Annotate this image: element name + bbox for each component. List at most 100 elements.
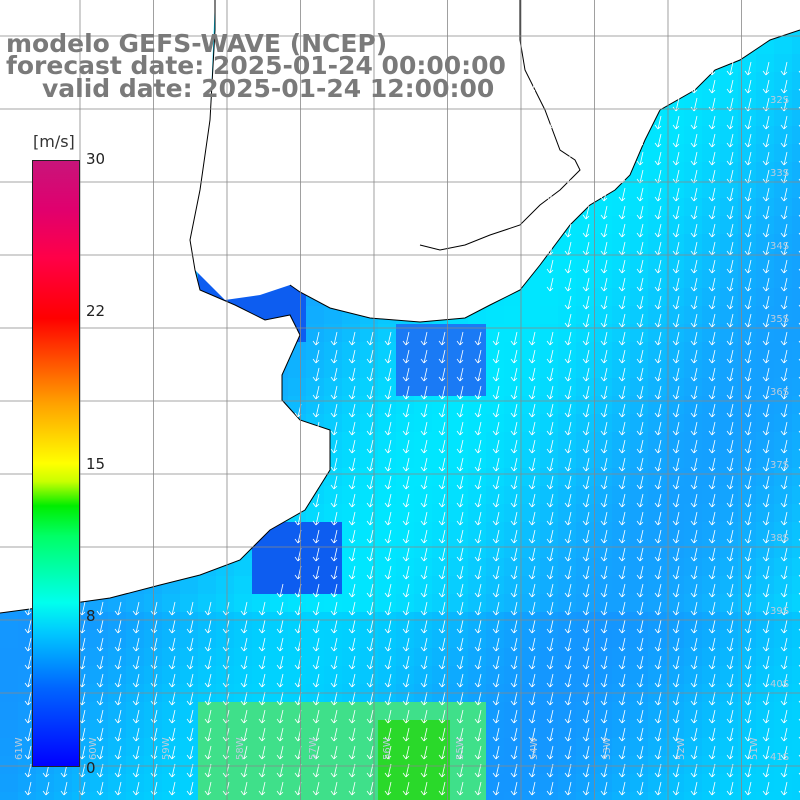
- wind-cell: [198, 666, 216, 684]
- wind-arrow: [384, 439, 392, 454]
- wind-cell: [414, 504, 432, 522]
- wind-cell: [162, 702, 180, 720]
- wind-cell: [522, 576, 540, 594]
- wind-arrow: [762, 151, 770, 166]
- wind-arrow: [474, 385, 482, 400]
- wind-cell: [486, 738, 504, 756]
- wind-arrow: [618, 241, 626, 256]
- wind-arrow: [618, 79, 626, 94]
- wind-arrow: [438, 439, 446, 454]
- wind-cell: [432, 630, 450, 648]
- wind-arrow: [672, 745, 680, 760]
- wind-cell: [684, 432, 702, 450]
- wind-arrow: [600, 367, 608, 382]
- wind-cell: [702, 252, 720, 270]
- wind-arrow: [546, 475, 554, 490]
- wind-cell: [612, 198, 630, 216]
- wind-arrow: [366, 547, 374, 562]
- wind-cell: [666, 252, 684, 270]
- wind-cell: [324, 594, 342, 612]
- wind-arrow: [438, 745, 446, 760]
- wind-cell: [234, 792, 252, 800]
- wind-cell: [540, 720, 558, 738]
- wind-cell: [450, 702, 468, 720]
- wind-cell: [378, 522, 396, 540]
- wind-cell: [612, 450, 630, 468]
- wind-cell: [738, 198, 756, 216]
- wind-cell: [450, 540, 468, 558]
- wind-cell: [0, 648, 18, 666]
- wind-cell: [396, 702, 414, 720]
- wind-cell: [738, 720, 756, 738]
- wind-cell: [648, 396, 666, 414]
- wind-cell: [522, 720, 540, 738]
- wind-cell: [162, 720, 180, 738]
- wind-arrow: [600, 205, 608, 220]
- wind-cell: [756, 396, 774, 414]
- wind-arrow: [456, 583, 464, 598]
- wind-arrow: [726, 295, 734, 310]
- wind-cell: [324, 576, 342, 594]
- wind-arrow: [384, 367, 392, 382]
- wind-cell: [666, 144, 684, 162]
- wind-arrow: [240, 691, 248, 706]
- wind-cell: [594, 432, 612, 450]
- wind-arrow: [636, 403, 644, 418]
- wind-arrow: [528, 529, 536, 544]
- wind-arrow: [744, 277, 752, 292]
- wind-cell: [774, 378, 792, 396]
- wind-cell: [702, 576, 720, 594]
- wind-arrow: [114, 691, 122, 706]
- wind-cell: [666, 756, 684, 774]
- colorbar-tick-15: 15: [86, 455, 106, 473]
- wind-cell: [90, 612, 108, 630]
- wind-arrow: [636, 655, 644, 670]
- wind-cell: [414, 702, 432, 720]
- wind-cell: [414, 468, 432, 486]
- wind-cell: [738, 738, 756, 756]
- wind-arrow: [528, 547, 536, 562]
- latitude-label: 40S: [770, 679, 790, 690]
- wind-arrow: [510, 565, 518, 580]
- wind-cell: [558, 594, 576, 612]
- wind-cell: [270, 594, 288, 612]
- wind-cell: [738, 594, 756, 612]
- wind-arrow: [510, 439, 518, 454]
- wind-cell: [684, 378, 702, 396]
- wind-arrow: [564, 385, 572, 400]
- wind-cell: [774, 414, 792, 432]
- wind-cell: [90, 756, 108, 774]
- wind-cell: [702, 342, 720, 360]
- wind-cell: [486, 576, 504, 594]
- wind-arrow: [420, 781, 428, 796]
- wind-arrow: [780, 511, 788, 526]
- wind-arrow: [582, 565, 590, 580]
- wind-arrow: [510, 709, 518, 724]
- wind-cell: [342, 504, 360, 522]
- wind-cell: [468, 342, 486, 360]
- wind-cell: [0, 792, 18, 800]
- wind-cell: [108, 774, 126, 792]
- wind-arrow: [402, 781, 410, 796]
- wind-cell: [756, 324, 774, 342]
- wind-cell: [360, 756, 378, 774]
- wind-arrow: [528, 403, 536, 418]
- wind-cell: [738, 792, 756, 800]
- latitude-label: 34S: [770, 241, 790, 252]
- wind-cell: [360, 630, 378, 648]
- wind-arrow: [96, 691, 104, 706]
- wind-arrow: [780, 781, 788, 796]
- wind-arrow: [132, 673, 140, 688]
- wind-cell: [756, 108, 774, 126]
- wind-cell: [360, 720, 378, 738]
- forecast-date: forecast date: 2025-01-24 00:00:00: [6, 51, 506, 80]
- wind-cell: [738, 432, 756, 450]
- wind-cell: [648, 522, 666, 540]
- wind-arrow: [762, 619, 770, 634]
- wind-cell: [234, 648, 252, 666]
- wind-arrow: [312, 349, 320, 364]
- wind-cell: [468, 450, 486, 468]
- wind-arrow: [600, 313, 608, 328]
- wind-arrow: [600, 133, 608, 148]
- wind-arrow: [654, 745, 662, 760]
